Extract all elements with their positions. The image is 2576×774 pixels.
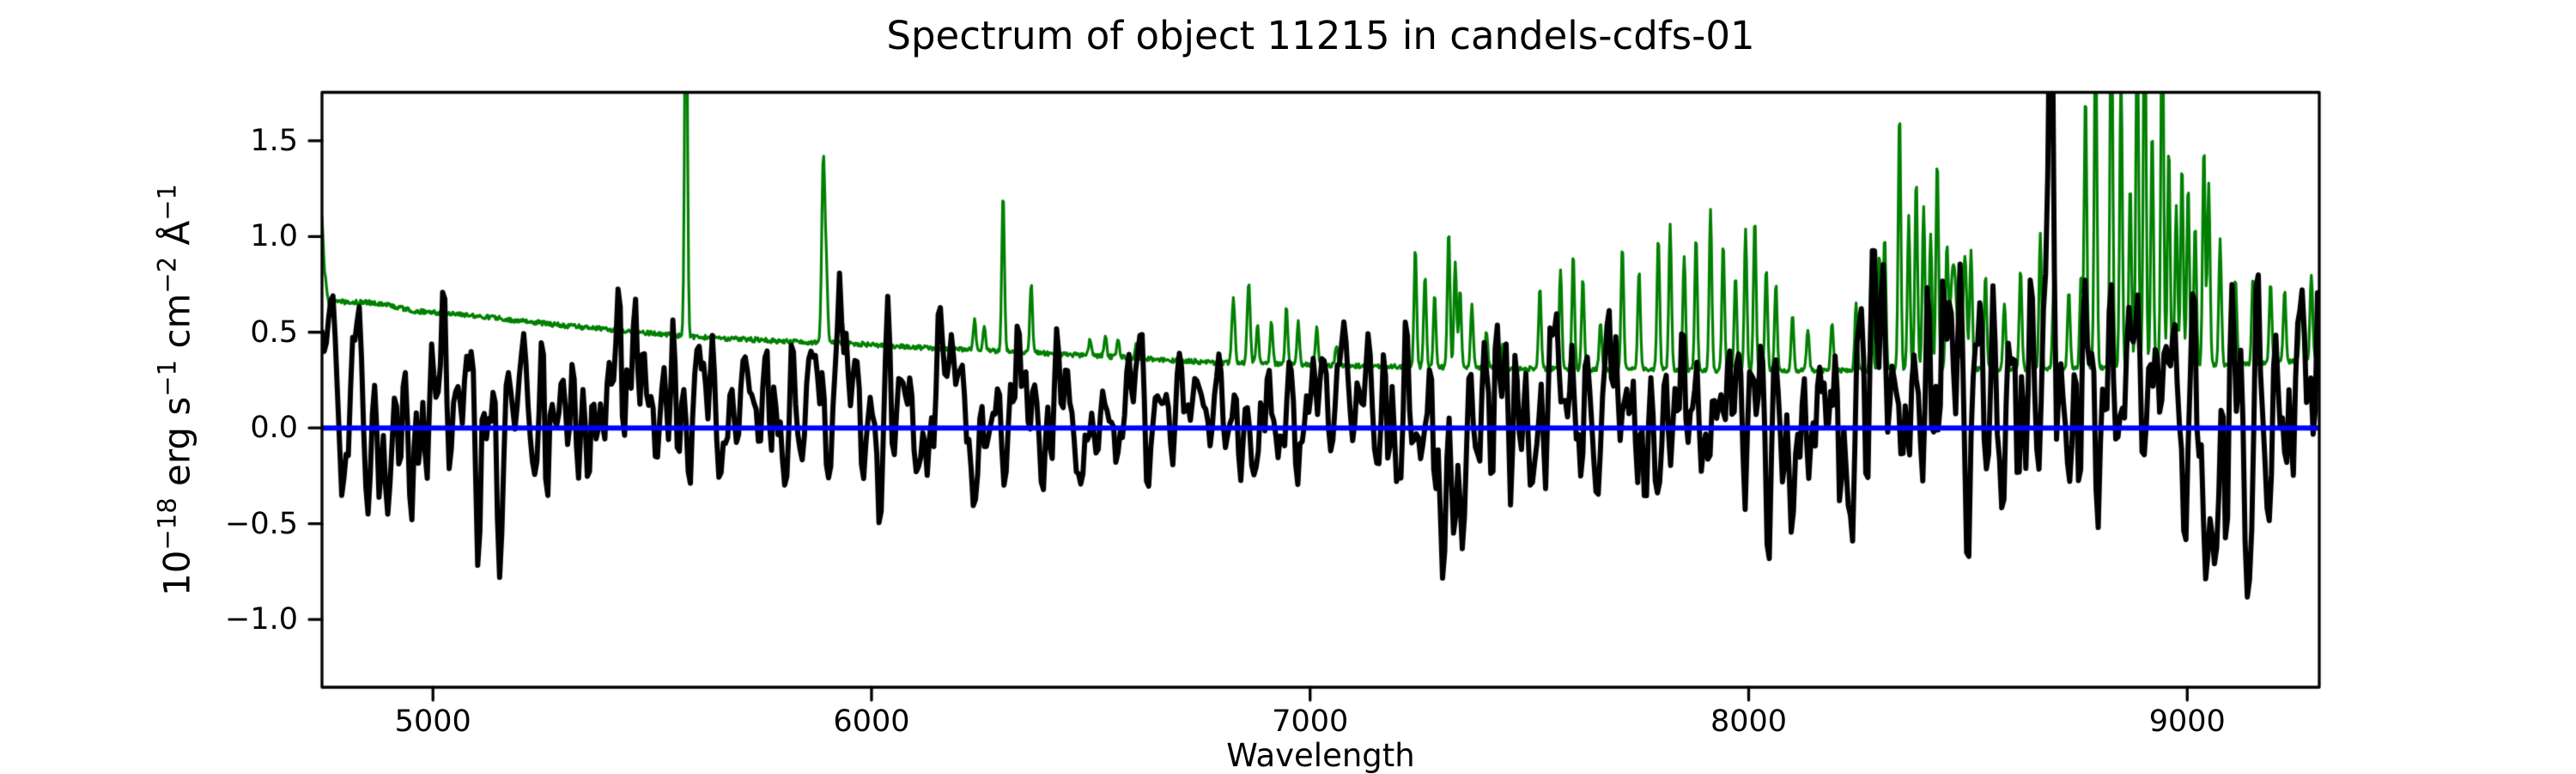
y-axis-label-exponent: −2 [152, 256, 182, 294]
x-tick-label: 8000 [1710, 704, 1788, 739]
x-axis-label: Wavelength [1226, 737, 1415, 774]
y-tick-label: 0.0 [250, 411, 298, 446]
y-axis-label-exponent: −1 [152, 184, 182, 221]
x-tick-label: 5000 [394, 704, 471, 739]
plot-title: Spectrum of object 11215 in candels-cdfs… [886, 13, 1755, 58]
y-tick-label: −0.5 [225, 506, 298, 541]
y-axis-label-part: 10 [155, 550, 198, 596]
y-tick-label: 1.5 [250, 123, 298, 158]
x-tick-label: 7000 [1272, 704, 1349, 739]
y-axis-label-part: cm [155, 293, 198, 360]
y-tick-label: 1.0 [250, 219, 298, 254]
y-axis-label-exponent: −1 [152, 359, 182, 397]
y-axis-label: 10−18 erg s−1 cm−2 Å−1 [153, 184, 198, 596]
y-axis-label-part: erg s [155, 396, 198, 498]
y-tick-label: 0.5 [250, 314, 298, 350]
y-tick-label: −1.0 [225, 602, 298, 637]
y-axis-label-exponent: −18 [152, 497, 182, 551]
y-axis-label-part: Å [155, 220, 198, 257]
x-tick-label: 9000 [2148, 704, 2226, 739]
x-tick-label: 6000 [833, 704, 910, 739]
